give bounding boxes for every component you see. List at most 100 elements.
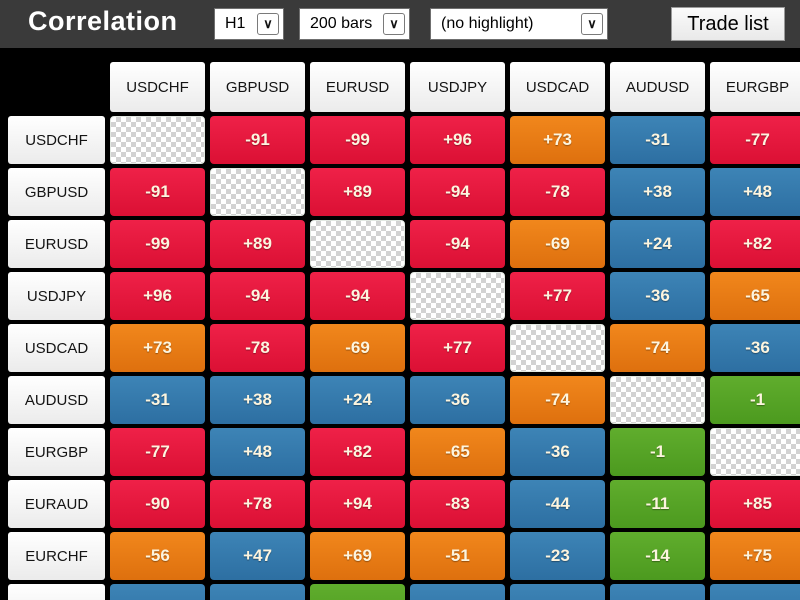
row-header-usdcad: USDCAD [8,324,105,372]
trade-list-button[interactable]: Trade list [671,7,785,41]
column-header-gbpusd: GBPUSD [210,62,305,112]
grid-corner [8,62,105,112]
row-header-eurgbp: EURGBP [8,428,105,476]
row-header-gbpusd: GBPUSD [8,168,105,216]
correlation-cell: -14 [610,532,705,580]
correlation-cell: -36 [710,324,800,372]
correlation-cell: -90 [110,480,205,528]
page-title: Correlation [28,6,178,36]
correlation-cell: -83 [410,480,505,528]
column-header-usdchf: USDCHF [110,62,205,112]
correlation-cell: +78 [210,480,305,528]
correlation-cell: +89 [210,220,305,268]
column-header-eurusd: EURUSD [310,62,405,112]
diagonal-cell [110,116,205,164]
correlation-cell: -1 [610,428,705,476]
correlation-cell [210,584,305,600]
correlation-cell: +24 [610,220,705,268]
row-header-eurchf: EURCHF [8,532,105,580]
correlation-cell: -78 [510,168,605,216]
correlation-cell [710,584,800,600]
correlation-cell: +77 [410,324,505,372]
bars-select[interactable]: 200 bars ∨ [299,8,410,40]
correlation-cell [510,584,605,600]
correlation-cell: -65 [710,272,800,320]
correlation-cell: +73 [510,116,605,164]
row-header-usdchf: USDCHF [8,116,105,164]
highlight-select[interactable]: (no highlight) ∨ [430,8,608,40]
correlation-cell: +48 [710,168,800,216]
correlation-cell: +96 [410,116,505,164]
correlation-cell: -94 [410,168,505,216]
correlation-cell: -31 [610,116,705,164]
correlation-cell: +47 [210,532,305,580]
correlation-cell: -99 [310,116,405,164]
correlation-cell: -91 [210,116,305,164]
correlation-cell: +75 [710,532,800,580]
correlation-cell: -99 [110,220,205,268]
diagonal-cell [210,168,305,216]
correlation-cell: -91 [110,168,205,216]
correlation-cell: -44 [510,480,605,528]
correlation-cell: -23 [510,532,605,580]
correlation-cell: -69 [510,220,605,268]
row-header-usdjpy: USDJPY [8,272,105,320]
correlation-cell: -94 [210,272,305,320]
column-header-usdjpy: USDJPY [410,62,505,112]
diagonal-cell [610,376,705,424]
row-header-euraud: EURAUD [8,480,105,528]
correlation-cell: +38 [610,168,705,216]
timeframe-select-value: H1 [225,15,246,32]
correlation-cell: -11 [610,480,705,528]
correlation-cell: +96 [110,272,205,320]
correlation-cell [110,584,205,600]
diagonal-cell [510,324,605,372]
column-header-usdcad: USDCAD [510,62,605,112]
correlation-cell: -69 [310,324,405,372]
row-header-audusd: AUDUSD [8,376,105,424]
correlation-cell: -31 [110,376,205,424]
correlation-cell: -36 [510,428,605,476]
correlation-cell: -78 [210,324,305,372]
correlation-cell [310,584,405,600]
correlation-cell: -74 [510,376,605,424]
toolbar: Correlation H1 ∨ 200 bars ∨ (no highligh… [0,0,800,48]
correlation-cell: -74 [610,324,705,372]
chevron-down-icon: ∨ [383,13,405,35]
correlation-cell: -94 [410,220,505,268]
correlation-cell: +94 [310,480,405,528]
correlation-cell: +89 [310,168,405,216]
bars-select-value: 200 bars [310,15,373,32]
correlation-cell: -94 [310,272,405,320]
correlation-cell: +82 [310,428,405,476]
correlation-cell: -51 [410,532,505,580]
correlation-cell: -77 [710,116,800,164]
correlation-cell: +85 [710,480,800,528]
diagonal-cell [310,220,405,268]
correlation-cell [610,584,705,600]
chevron-down-icon: ∨ [581,13,603,35]
diagonal-cell [410,272,505,320]
correlation-cell: +48 [210,428,305,476]
correlation-cell: +69 [310,532,405,580]
correlation-cell: -77 [110,428,205,476]
correlation-cell: +73 [110,324,205,372]
correlation-cell [410,584,505,600]
column-header-audusd: AUDUSD [610,62,705,112]
correlation-grid: USDCHF GBPUSD EURUSD USDJPY USDCAD AUDUSD EURG… [0,48,800,600]
timeframe-select[interactable]: H1 ∨ [214,8,284,40]
correlation-cell: +38 [210,376,305,424]
correlation-cell: -36 [610,272,705,320]
row-header-partial [8,584,105,600]
correlation-cell: -65 [410,428,505,476]
correlation-cell: -56 [110,532,205,580]
row-header-eurusd: EURUSD [8,220,105,268]
chevron-down-icon: ∨ [257,13,279,35]
correlation-cell: +82 [710,220,800,268]
correlation-cell: +24 [310,376,405,424]
diagonal-cell [710,428,800,476]
correlation-cell: -36 [410,376,505,424]
highlight-select-value: (no highlight) [441,15,534,32]
correlation-cell: -1 [710,376,800,424]
